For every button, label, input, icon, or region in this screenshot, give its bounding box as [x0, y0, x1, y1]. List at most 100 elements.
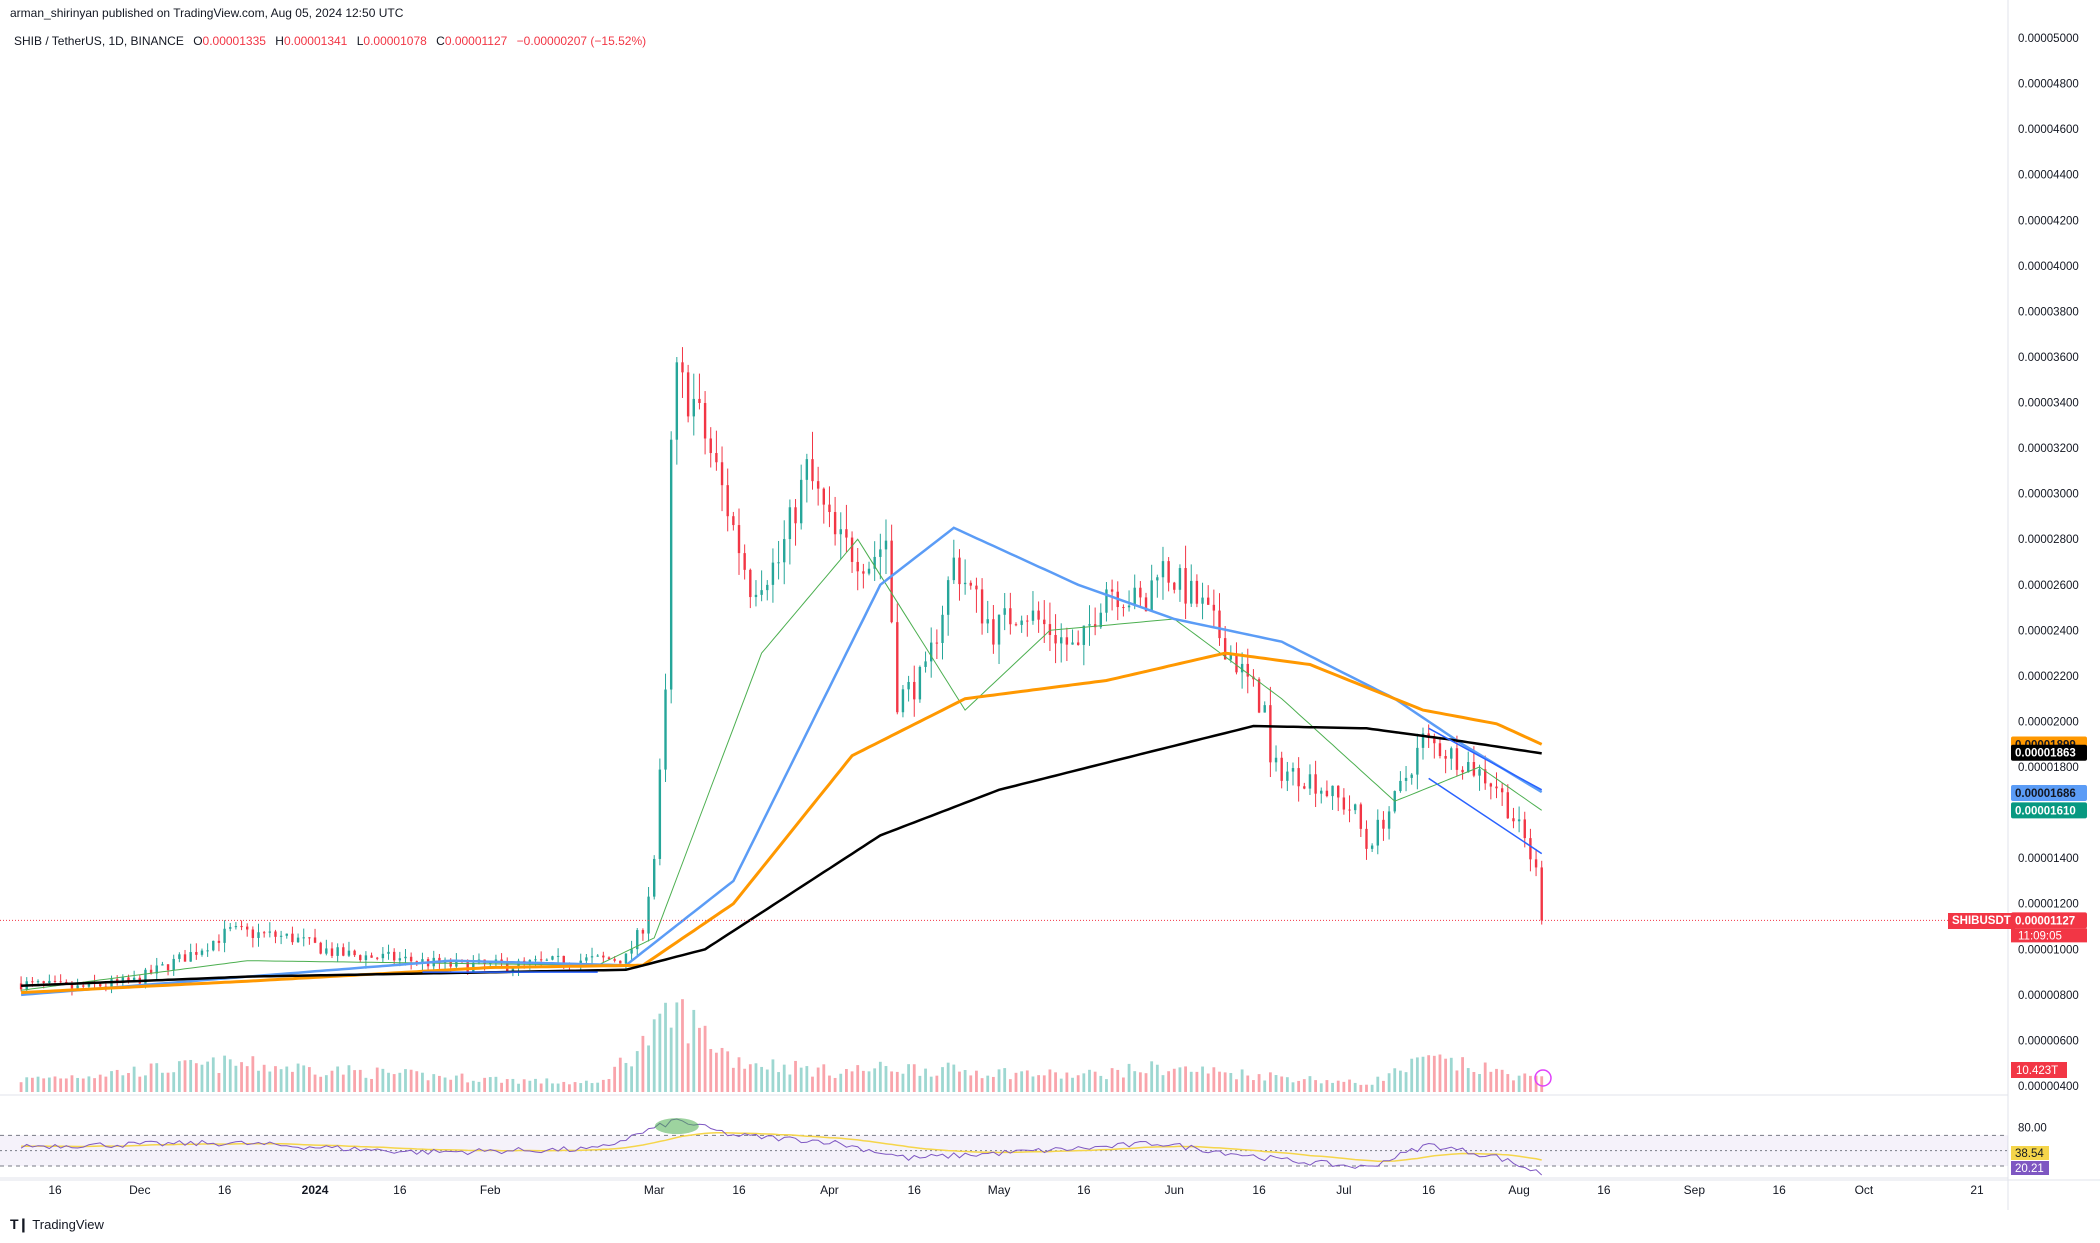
candle-body [1031, 610, 1035, 621]
candle-body [1291, 768, 1295, 772]
volume-bar [748, 1064, 752, 1092]
price-tag-bg [2011, 802, 2087, 819]
candle-body [342, 947, 345, 956]
candle-body [1223, 638, 1227, 660]
volume-bar [901, 1073, 905, 1092]
candle-body [777, 562, 780, 564]
volume-bar [1472, 1071, 1476, 1092]
candle-body [421, 959, 424, 963]
candle-body [986, 619, 989, 624]
volume-bar [1161, 1075, 1165, 1092]
volume-bar [505, 1079, 509, 1092]
volume-bar [782, 1064, 786, 1092]
candle-body [1082, 625, 1086, 645]
candle-body [1308, 774, 1312, 789]
volume-bar [1291, 1082, 1295, 1092]
volume-bar [1105, 1079, 1108, 1092]
channel-lower-line [1428, 777, 1543, 855]
candle-body [1500, 788, 1504, 793]
x-axis-tick-label: 16 [1597, 1183, 1611, 1197]
volume-bar [1382, 1080, 1385, 1092]
y-axis-tick-label: 0.00004400 [2018, 170, 2079, 182]
candle-body [907, 681, 910, 690]
y-axis-tick-label: 0.00004000 [2018, 261, 2079, 273]
candle-body [1495, 786, 1498, 789]
volume-bar [1489, 1071, 1493, 1092]
volume-bar [471, 1080, 475, 1092]
candle-body [132, 977, 136, 981]
volume-bar [720, 1047, 724, 1092]
volume-bar [1167, 1071, 1171, 1092]
candle-body [839, 529, 842, 535]
candle-body [913, 681, 916, 700]
volume-bar [1240, 1069, 1244, 1092]
volume-bar [36, 1076, 40, 1092]
candle-body [166, 964, 170, 971]
y-axis-tick-label: 0.00002000 [2018, 716, 2079, 728]
volume-bar [279, 1069, 283, 1092]
y-axis-tick-label: 0.00001800 [2018, 762, 2079, 774]
volume-bar [941, 1067, 944, 1092]
volume-bar [251, 1056, 255, 1092]
symbol-name[interactable]: SHIB / TetherUS, 1D, BINANCE [14, 34, 184, 48]
channel-upper-line [1428, 727, 1543, 791]
volume-bar [1410, 1058, 1414, 1092]
candle-body [1071, 642, 1074, 645]
y-axis-tick-label: 0.00001200 [2018, 899, 2079, 911]
x-axis-tick-label: Oct [1855, 1183, 1874, 1197]
candle-body [1399, 780, 1402, 792]
candle-body [562, 955, 565, 966]
volume-bar [816, 1067, 820, 1092]
volume-bar [1353, 1082, 1357, 1092]
candle-body [630, 949, 633, 954]
candle-body [1037, 610, 1040, 620]
candle-body [330, 948, 334, 956]
volume-bar [607, 1079, 611, 1092]
volume-bar [194, 1063, 198, 1092]
volume-bar [669, 1027, 673, 1092]
candle-body [1467, 762, 1470, 773]
volume-bar [1088, 1069, 1091, 1092]
rsi-axis-label: 80.00 [2018, 1123, 2047, 1135]
volume-bar [121, 1075, 125, 1092]
candle-body [1048, 624, 1052, 635]
candle-body [862, 571, 865, 574]
volume-bar [771, 1059, 775, 1092]
candle-body [1099, 612, 1102, 628]
price-tag-text: 0.00001686 [2015, 788, 2076, 800]
volume-bar [104, 1076, 108, 1092]
candle-body [754, 594, 758, 598]
x-axis-tick-label: 16 [1772, 1183, 1786, 1197]
candle-body [720, 462, 724, 486]
volume-bar [307, 1067, 311, 1092]
volume-bar [449, 1079, 453, 1092]
candle-body [669, 439, 673, 690]
volume-bar [975, 1070, 978, 1092]
candle-body [1483, 769, 1487, 784]
x-axis-tick-label: Jun [1165, 1183, 1184, 1197]
volume-bar [833, 1077, 837, 1092]
volume-bar [1093, 1071, 1097, 1092]
volume-bar [568, 1084, 571, 1092]
candle-body [1489, 783, 1493, 787]
volume-bar [929, 1076, 933, 1092]
volume-bar [1065, 1072, 1069, 1092]
candle-body [87, 981, 91, 987]
tradingview-logo[interactable]: T❙ TradingView [10, 1216, 104, 1233]
candle-body [766, 584, 769, 591]
candle-body [1088, 624, 1091, 626]
volume-bar [1438, 1054, 1442, 1092]
candle-body [528, 959, 532, 962]
volume-bar [946, 1062, 950, 1092]
candle-body [206, 950, 209, 952]
candle-body [1065, 637, 1069, 645]
candle-body [607, 957, 611, 960]
candle-body [1438, 743, 1442, 757]
volume-bar [1144, 1073, 1148, 1092]
candle-body [1212, 604, 1216, 611]
volume-bar [590, 1083, 594, 1092]
candle-body [867, 568, 871, 574]
rsi-pane [0, 1118, 2008, 1176]
volume-bar [228, 1059, 232, 1092]
